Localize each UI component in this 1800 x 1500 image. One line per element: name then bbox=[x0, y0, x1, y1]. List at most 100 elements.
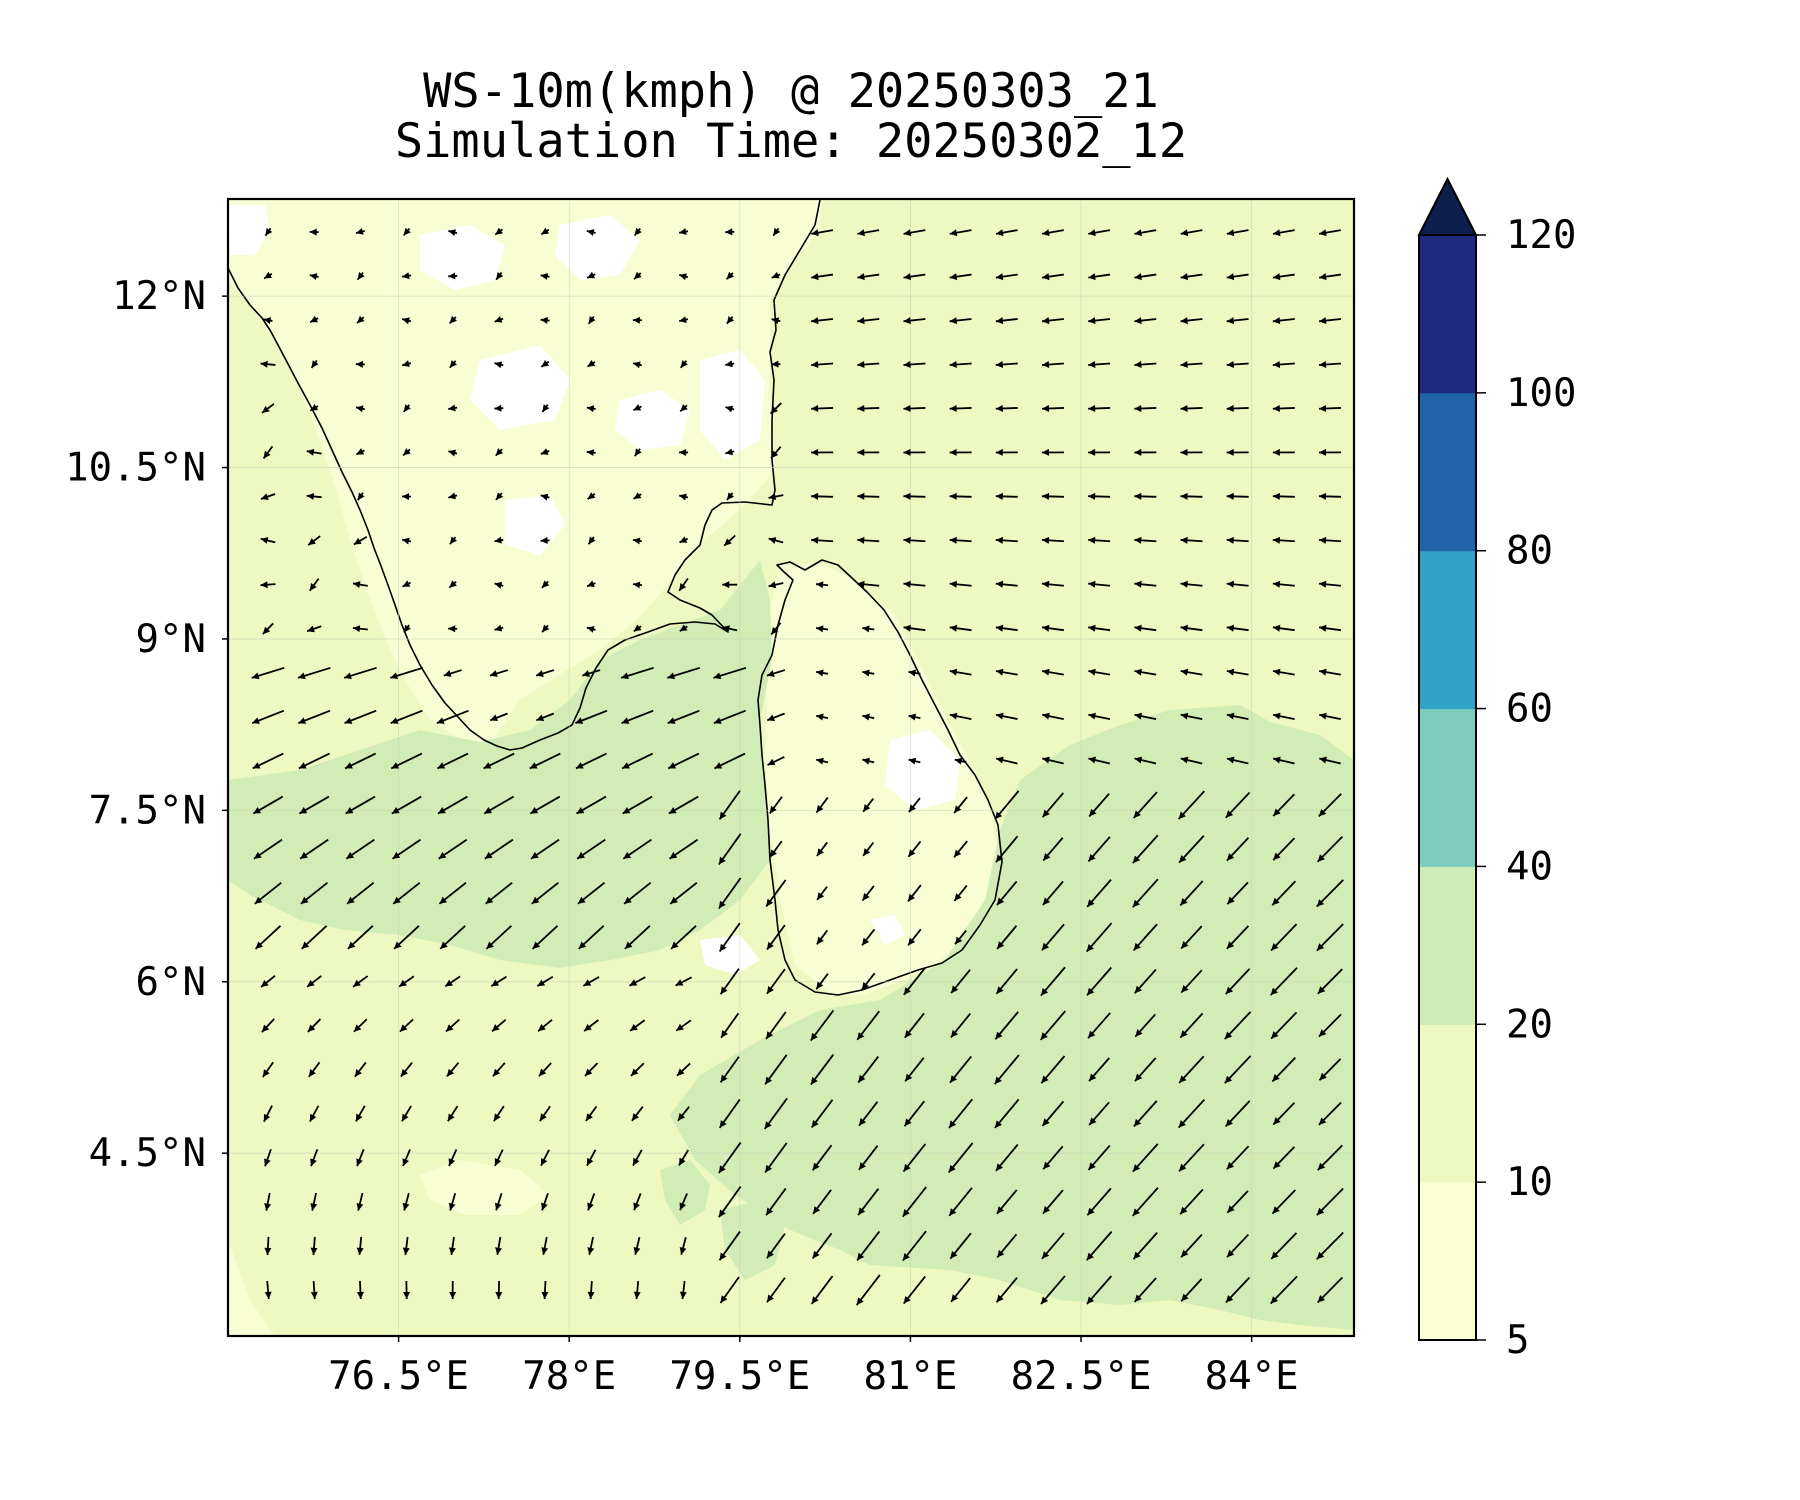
wind-arrow-head bbox=[669, 851, 678, 859]
wind-arrow-head bbox=[449, 580, 457, 588]
wind-arrow bbox=[812, 1189, 832, 1215]
wind-arrow bbox=[1318, 1101, 1342, 1126]
wind-arrow bbox=[1272, 317, 1295, 325]
wind-arrow-head bbox=[1042, 317, 1050, 325]
wind-arrow bbox=[1180, 273, 1203, 281]
wind-arrow-head bbox=[1132, 855, 1141, 864]
wind-arrow bbox=[448, 229, 458, 236]
wind-arrow bbox=[449, 1280, 457, 1300]
wind-arrow bbox=[1271, 1057, 1296, 1083]
wind-arrow bbox=[401, 493, 412, 501]
wind-arrow bbox=[1041, 492, 1064, 500]
wind-arrow bbox=[766, 968, 786, 995]
wind-arrow bbox=[1134, 1057, 1157, 1082]
wind-arrow bbox=[1180, 229, 1203, 237]
wind-arrow-head bbox=[1181, 985, 1189, 993]
wind-arrow-head bbox=[863, 803, 871, 812]
wind-arrow-head bbox=[490, 714, 498, 722]
wind-arrow-head bbox=[399, 1024, 408, 1032]
wind-arrow-head bbox=[485, 896, 494, 904]
wind-arrow-head bbox=[263, 450, 271, 459]
wind-arrow bbox=[668, 795, 699, 815]
wind-arrow bbox=[1180, 536, 1203, 544]
wind-arrow-head bbox=[908, 713, 917, 721]
wind-arrow-head bbox=[995, 668, 1004, 676]
wind-arrow bbox=[448, 272, 458, 280]
wind-arrow-head bbox=[1088, 668, 1096, 676]
wind-arrow-head bbox=[634, 227, 642, 236]
wind-arrow bbox=[1226, 317, 1249, 325]
wind-arrow bbox=[861, 972, 876, 991]
wind-arrow-head bbox=[445, 1024, 454, 1032]
wind-arrow-head bbox=[718, 1209, 726, 1218]
wind-arrow bbox=[903, 1100, 926, 1127]
wind-arrow-head bbox=[445, 979, 453, 987]
wind-arrow-head bbox=[448, 404, 456, 412]
wind-arrow bbox=[541, 1236, 549, 1255]
wind-arrow bbox=[1132, 1143, 1159, 1173]
wind-arrow bbox=[263, 317, 273, 325]
wind-arrow-head bbox=[680, 404, 688, 412]
wind-arrow-head bbox=[622, 807, 631, 814]
wind-arrow-head bbox=[587, 1247, 595, 1255]
wind-arrow bbox=[768, 581, 784, 589]
wind-arrow-head bbox=[995, 536, 1004, 544]
wind-arrow bbox=[540, 493, 550, 501]
wind-arrow-head bbox=[587, 1202, 594, 1211]
lat-tick-label: 9°N bbox=[136, 617, 206, 662]
wind-arrow-head bbox=[857, 229, 865, 237]
wind-arrow-head bbox=[297, 672, 306, 680]
calm-patch-2 bbox=[420, 225, 505, 290]
wind-arrow-head bbox=[1179, 855, 1187, 863]
wind-arrow-head bbox=[1088, 1162, 1096, 1170]
wind-arrow bbox=[621, 752, 654, 770]
lon-tick-label: 76.5°E bbox=[328, 1354, 469, 1399]
wind-arrow-head bbox=[344, 717, 353, 724]
wind-arrow-head bbox=[1319, 317, 1327, 325]
wind-arrow bbox=[950, 969, 971, 994]
wind-arrow bbox=[996, 925, 1018, 950]
wind-arrow bbox=[1088, 229, 1111, 237]
wind-arrow bbox=[449, 360, 457, 369]
wind-arrow bbox=[356, 1280, 364, 1300]
wind-arrow-head bbox=[1272, 361, 1281, 369]
wind-arrow bbox=[1180, 756, 1203, 765]
wind-arrow-head bbox=[402, 272, 410, 280]
wind-arrow-head bbox=[996, 986, 1004, 994]
wind-arrow-head bbox=[1317, 1295, 1326, 1303]
wind-arrow bbox=[345, 838, 375, 860]
wind-arrow bbox=[252, 752, 284, 770]
wind-arrow-head bbox=[494, 624, 503, 632]
wind-arrow bbox=[260, 493, 276, 500]
wind-arrow bbox=[995, 668, 1018, 676]
wind-arrow-head bbox=[1272, 624, 1281, 632]
wind-arrow-head bbox=[679, 273, 687, 281]
wind-arrow-head bbox=[538, 1024, 546, 1032]
wind-arrow bbox=[1271, 1189, 1296, 1215]
wind-arrow bbox=[587, 536, 596, 545]
wind-arrow bbox=[586, 1149, 597, 1167]
wind-arrow-head bbox=[357, 492, 365, 501]
colorbar-segment bbox=[1419, 1024, 1476, 1183]
wind-arrow-head bbox=[1272, 317, 1281, 325]
wind-arrow bbox=[298, 709, 331, 724]
wind-arrow bbox=[587, 1193, 596, 1211]
wind-arrow-head bbox=[857, 1032, 865, 1040]
wind-arrow bbox=[262, 622, 274, 635]
wind-arrow bbox=[494, 536, 504, 544]
wind-arrow-head bbox=[719, 1120, 727, 1128]
wind-arrow-head bbox=[718, 1165, 726, 1174]
wind-arrow bbox=[357, 492, 365, 501]
wind-arrow-head bbox=[908, 849, 916, 857]
wind-arrow bbox=[1318, 273, 1342, 281]
wind-arrow-head bbox=[1134, 492, 1142, 500]
wind-arrow-head bbox=[1270, 1296, 1279, 1304]
wind-arrow bbox=[679, 1236, 687, 1255]
chart-title: WS-10m(kmph) @ 20250303_21 bbox=[423, 64, 1159, 119]
wind-arrow bbox=[678, 493, 689, 501]
wind-arrow bbox=[354, 1061, 367, 1078]
wind-arrow bbox=[1180, 712, 1203, 720]
wind-arrow-head bbox=[260, 581, 268, 589]
wind-arrow bbox=[448, 492, 458, 500]
wind-arrow-head bbox=[769, 805, 777, 814]
